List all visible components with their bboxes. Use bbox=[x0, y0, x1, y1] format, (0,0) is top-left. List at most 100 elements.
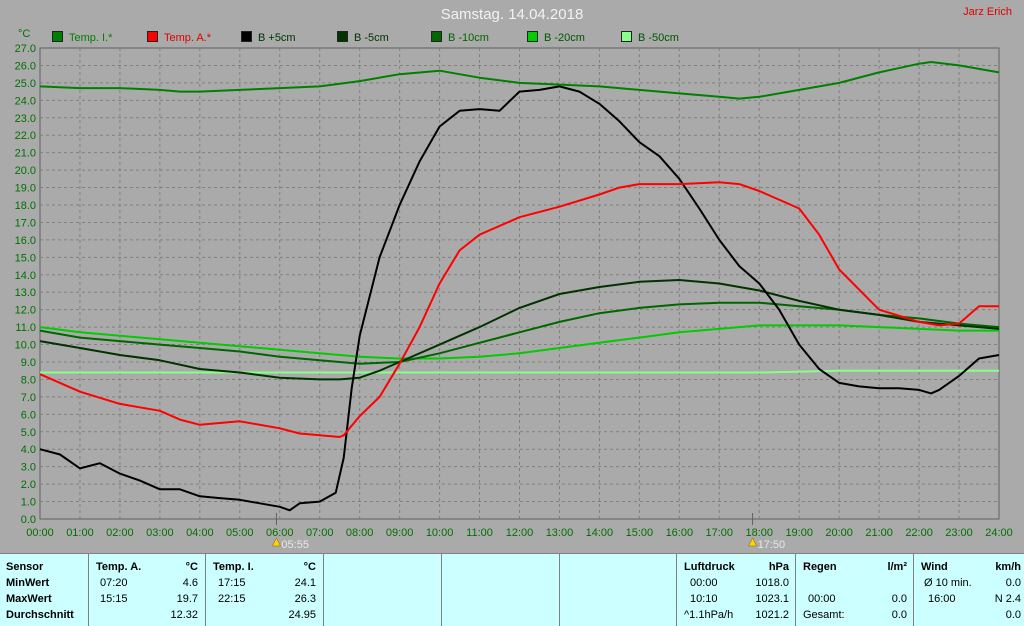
divider bbox=[795, 554, 796, 626]
legend-swatch bbox=[527, 31, 538, 42]
wind-avg-label: Ø 10 min. bbox=[924, 577, 972, 589]
y-tick-label: 24.0 bbox=[15, 95, 36, 107]
y-tick-label: 6.0 bbox=[21, 409, 36, 421]
minwert-label: MinWert bbox=[6, 577, 50, 589]
y-tick-label: 15.0 bbox=[15, 252, 36, 264]
legend-item: B -50cm bbox=[621, 31, 679, 44]
divider bbox=[323, 554, 324, 626]
x-tick-label: 08:00 bbox=[346, 527, 374, 539]
temp-i-unit: °C bbox=[303, 561, 316, 573]
wind-unit: km/h bbox=[995, 561, 1021, 573]
legend-swatch bbox=[621, 31, 632, 42]
legend-swatch bbox=[337, 31, 348, 42]
sunrise-icon bbox=[272, 537, 281, 547]
y-tick-label: 1.0 bbox=[21, 497, 36, 509]
rain-header: Regen bbox=[803, 561, 837, 573]
y-tick-label: 18.0 bbox=[15, 200, 36, 212]
y-tick-label: 4.0 bbox=[21, 444, 36, 456]
legend-swatch bbox=[431, 31, 442, 42]
x-tick-label: 00:00 bbox=[26, 527, 54, 539]
y-tick-label: 3.0 bbox=[21, 462, 36, 474]
divider bbox=[913, 554, 914, 626]
wind-avg-value: 0.0 bbox=[1005, 577, 1021, 589]
series-line-temp-a bbox=[39, 181, 999, 438]
temp-i-max-time: 22:15 bbox=[218, 593, 246, 605]
y-tick-label: 23.0 bbox=[15, 113, 36, 125]
x-tick-label: 19:00 bbox=[785, 527, 813, 539]
y-tick-label: 2.0 bbox=[21, 479, 36, 491]
legend-item: B -10cm bbox=[431, 31, 489, 44]
sun-markers: 05:55 17:50 bbox=[272, 513, 785, 551]
x-tick-label: 20:00 bbox=[825, 527, 853, 539]
y-tick-label: 19.0 bbox=[15, 183, 36, 195]
temp-a-min-time: 07:20 bbox=[100, 577, 128, 589]
maxwert-label: MaxWert bbox=[6, 593, 52, 605]
pressure-unit: hPa bbox=[768, 561, 789, 573]
y-tick-label: 26.0 bbox=[15, 60, 36, 72]
divider bbox=[676, 554, 677, 626]
legend-label: B +5cm bbox=[258, 32, 296, 44]
x-tick-label: 15:00 bbox=[626, 527, 654, 539]
author-label: Jarz Erich bbox=[963, 6, 1012, 18]
x-tick-label: 10:00 bbox=[426, 527, 454, 539]
legend-item: Temp. I.* bbox=[52, 31, 112, 44]
y-tick-label: 0.0 bbox=[21, 514, 36, 526]
x-tick-label: 04:00 bbox=[186, 527, 214, 539]
y-tick-label: 5.0 bbox=[21, 427, 36, 439]
temp-a-avg: 12.32 bbox=[170, 609, 198, 621]
x-tick-label: 16:00 bbox=[666, 527, 694, 539]
temp-i-avg: 24.95 bbox=[288, 609, 316, 621]
x-tick-label: 18:00 bbox=[745, 527, 773, 539]
temp-a-min-value: 4.6 bbox=[182, 577, 198, 589]
x-tick-label: 03:00 bbox=[146, 527, 174, 539]
rain-unit: l/m² bbox=[887, 561, 907, 573]
rain-max-value: 0.0 bbox=[891, 593, 907, 605]
stats-panel: Sensor MinWert MaxWert Durchschnitt Temp… bbox=[0, 553, 1024, 626]
x-tick-label: 22:00 bbox=[905, 527, 933, 539]
series-lines bbox=[39, 61, 1000, 512]
legend-item: Temp. A.* bbox=[147, 31, 211, 44]
legend-item: B -20cm bbox=[527, 31, 585, 44]
x-axis: 00:00 01:00 02:00 03:00 04:00 05:00 06:00 07:00… bbox=[26, 527, 1013, 539]
pressure-max-value: 1023.1 bbox=[755, 593, 789, 605]
pressure-trend: ^1.1hPa/h bbox=[684, 609, 734, 621]
legend-item: B -5cm bbox=[337, 31, 389, 44]
legend-swatch bbox=[241, 31, 252, 42]
y-tick-label: 13.0 bbox=[15, 287, 36, 299]
legend-label: B -10cm bbox=[448, 32, 489, 44]
x-tick-label: 01:00 bbox=[66, 527, 94, 539]
y-tick-label: 20.0 bbox=[15, 165, 36, 177]
y-tick-label: 12.0 bbox=[15, 305, 36, 317]
y-axis-unit: °C bbox=[18, 28, 30, 40]
pressure-min-value: 1018.0 bbox=[755, 577, 789, 589]
divider bbox=[441, 554, 442, 626]
wind-max-value: N 2.4 bbox=[994, 593, 1021, 605]
divider bbox=[205, 554, 206, 626]
legend-label: Temp. A.* bbox=[164, 32, 212, 44]
x-tick-label: 13:00 bbox=[546, 527, 574, 539]
pressure-min-time: 00:00 bbox=[690, 577, 718, 589]
series-line-b-50cm bbox=[40, 369, 999, 374]
y-tick-label: 11.0 bbox=[15, 322, 36, 334]
x-tick-label: 23:00 bbox=[945, 527, 973, 539]
pressure-max-time: 10:10 bbox=[690, 593, 718, 605]
sunset-label: 17:50 bbox=[758, 539, 786, 551]
temp-i-min-time: 17:15 bbox=[218, 577, 246, 589]
temperature-chart: 0.0 1.0 2.0 3.0 4.0 5.0 6.0 7.0 8.0 9.0 10.0 11.0 12… bbox=[15, 28, 1013, 551]
x-tick-label: 09:00 bbox=[386, 527, 414, 539]
y-tick-label: 8.0 bbox=[21, 374, 36, 386]
chart-title: Samstag. 14.04.2018 bbox=[440, 6, 584, 23]
pressure-header: Luftdruck bbox=[684, 561, 735, 573]
temp-i-max-value: 26.3 bbox=[294, 593, 316, 605]
series-line-b-5cm bbox=[39, 279, 1000, 381]
y-tick-label: 21.0 bbox=[15, 148, 36, 160]
durchschnitt-label: Durchschnitt bbox=[6, 609, 74, 621]
y-tick-label: 27.0 bbox=[15, 43, 36, 55]
x-tick-label: 24:00 bbox=[985, 527, 1013, 539]
series-line-b-5cm bbox=[39, 85, 1000, 512]
x-tick-label: 06:00 bbox=[266, 527, 294, 539]
divider bbox=[88, 554, 89, 626]
legend-label: B -20cm bbox=[544, 32, 585, 44]
rain-total-label: Gesamt: bbox=[803, 609, 845, 621]
x-tick-label: 21:00 bbox=[865, 527, 893, 539]
